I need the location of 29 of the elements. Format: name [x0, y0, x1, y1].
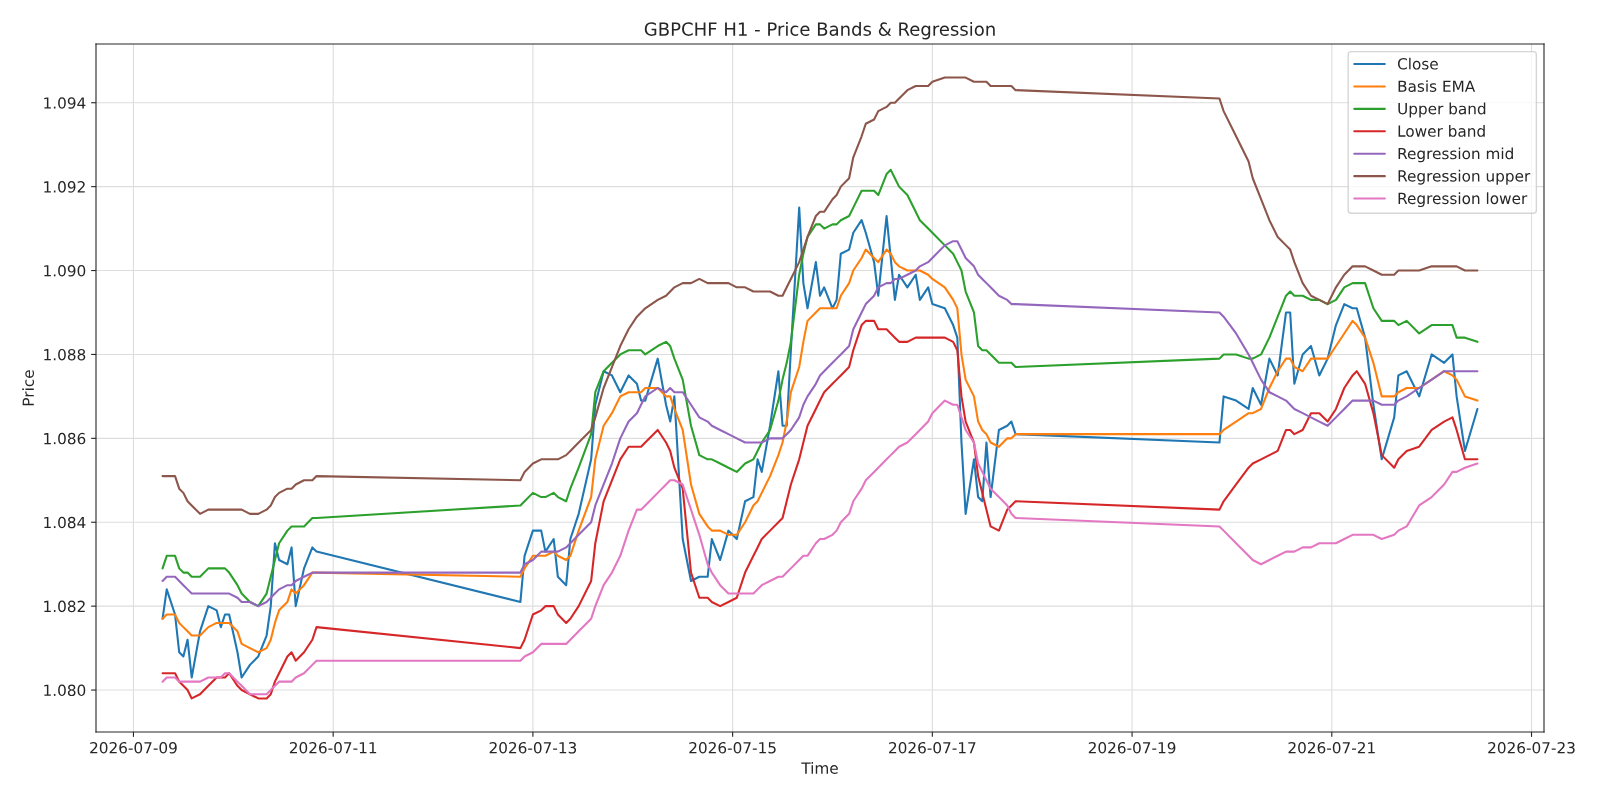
legend-label: Upper band: [1398, 102, 1486, 118]
x-tick-label: 2026-07-13: [489, 741, 577, 754]
legend-label: Regression lower: [1398, 192, 1528, 208]
legend-label: Regression mid: [1398, 147, 1513, 163]
x-tick-label: 2026-07-09: [90, 741, 177, 754]
x-axis-title: Time: [801, 762, 838, 774]
y-tick-label: 1.092: [44, 181, 85, 193]
line-series: [161, 399, 1479, 696]
x-tick-label: 2026-07-23: [1488, 741, 1575, 754]
line-series: [161, 319, 1479, 700]
y-tick-label: 1.080: [44, 684, 86, 697]
line-series: [161, 168, 1479, 608]
y-tick-label: 1.082: [44, 600, 85, 613]
x-tick-label: 2026-07-17: [889, 741, 976, 754]
x-tick-label: 2026-07-11: [289, 741, 377, 754]
x-tick-label: 2026-07-19: [1088, 741, 1176, 754]
legend-label: Basis EMA: [1398, 80, 1476, 92]
y-axis-title: Price: [22, 370, 35, 406]
y-tick-label: 1.094: [44, 97, 86, 109]
y-tick-label: 1.088: [44, 348, 86, 361]
x-tick-label: 2026-07-15: [689, 741, 776, 754]
y-tick-label: 1.090: [44, 265, 86, 277]
chart-title: GBPCHF H1 - Price Bands & Regression: [644, 21, 995, 40]
y-tick-label: 1.084: [44, 516, 86, 529]
legend-label: Close: [1397, 57, 1438, 70]
x-tick-label: 2026-07-21: [1288, 741, 1375, 754]
legend-label: Lower band: [1398, 125, 1485, 137]
y-tick-label: 1.086: [44, 432, 86, 445]
legend-label: Regression upper: [1398, 169, 1531, 185]
